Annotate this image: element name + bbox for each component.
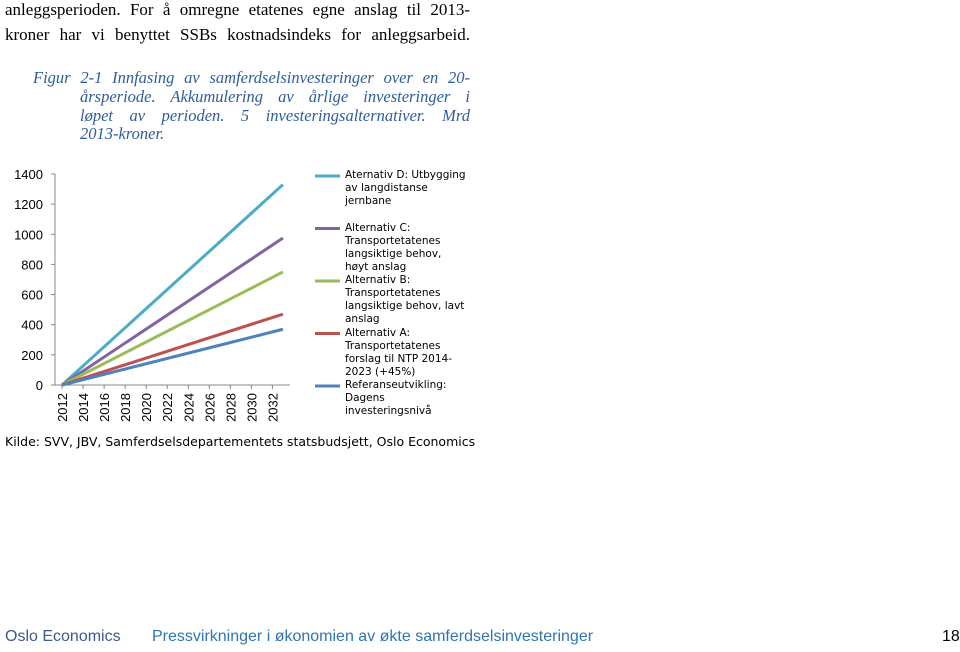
y-tick-label: 1200: [14, 197, 43, 212]
y-tick-label: 800: [21, 257, 43, 272]
x-tick-label: 2030: [244, 393, 259, 422]
legend-label: Alternativ C: Transportetatenes langsikt…: [345, 221, 442, 273]
series-line: [61, 183, 284, 387]
x-tick-label: 2028: [223, 393, 238, 422]
x-tick-label: 2012: [55, 393, 70, 422]
y-tick-label: 0: [36, 378, 43, 393]
series-line: [61, 327, 284, 387]
caption: løpet av perioden. 5 investeringsalterna…: [80, 106, 470, 125]
x-tick-label: 2022: [160, 393, 175, 422]
x-tick-label: 2032: [265, 393, 280, 422]
caption: årsperiode. Akkumulering av årlige inves…: [80, 87, 470, 106]
x-tick-label: 2016: [97, 393, 112, 422]
y-tick-label: 1000: [14, 227, 43, 242]
series-line: [61, 270, 284, 387]
y-tick-label: 400: [21, 318, 43, 333]
body-text: kroner har vi benyttet SSBs kostnadsinde…: [5, 25, 470, 44]
caption: 2013-kroner.: [80, 124, 165, 143]
x-tick-label: 2020: [139, 393, 154, 422]
legend-label: Alternativ A: Transportetatenes forslag …: [345, 326, 452, 378]
y-tick-label: 200: [21, 348, 43, 363]
footer-title: Pressvirkninger i økonomien av økte samf…: [152, 628, 594, 645]
chart: 0 200 400 600 800 1000 1200 1400 2012 2014 2016 201…: [14, 167, 340, 422]
footer-org: Oslo Economics: [5, 628, 121, 645]
legend-label: Referanseutvikling: Dagens investeringsn…: [345, 379, 447, 417]
x-tick-label: 2018: [118, 393, 133, 422]
y-tick-label: 600: [21, 288, 43, 303]
body-text: anleggsperioden. For å omregne etatenes …: [5, 0, 470, 19]
caption: Figur 2-1 Innfasing av samferdselsinvest…: [33, 68, 470, 87]
legend-label: Aternativ D: Utbygging av langdistanse j…: [345, 169, 466, 207]
page-number: 18: [942, 628, 960, 645]
source: Kilde: SVV, JBV, Samferdselsdepartemente…: [5, 434, 476, 449]
legend-label: Alternativ B: Transportetatenes langsikt…: [345, 274, 465, 325]
x-tick-label: 2026: [202, 393, 217, 422]
x-tick-label: 2024: [181, 393, 196, 422]
series-line: [61, 236, 284, 387]
series-line: [61, 312, 284, 387]
y-tick-label: 1400: [14, 167, 43, 182]
x-tick-label: 2014: [76, 393, 91, 422]
